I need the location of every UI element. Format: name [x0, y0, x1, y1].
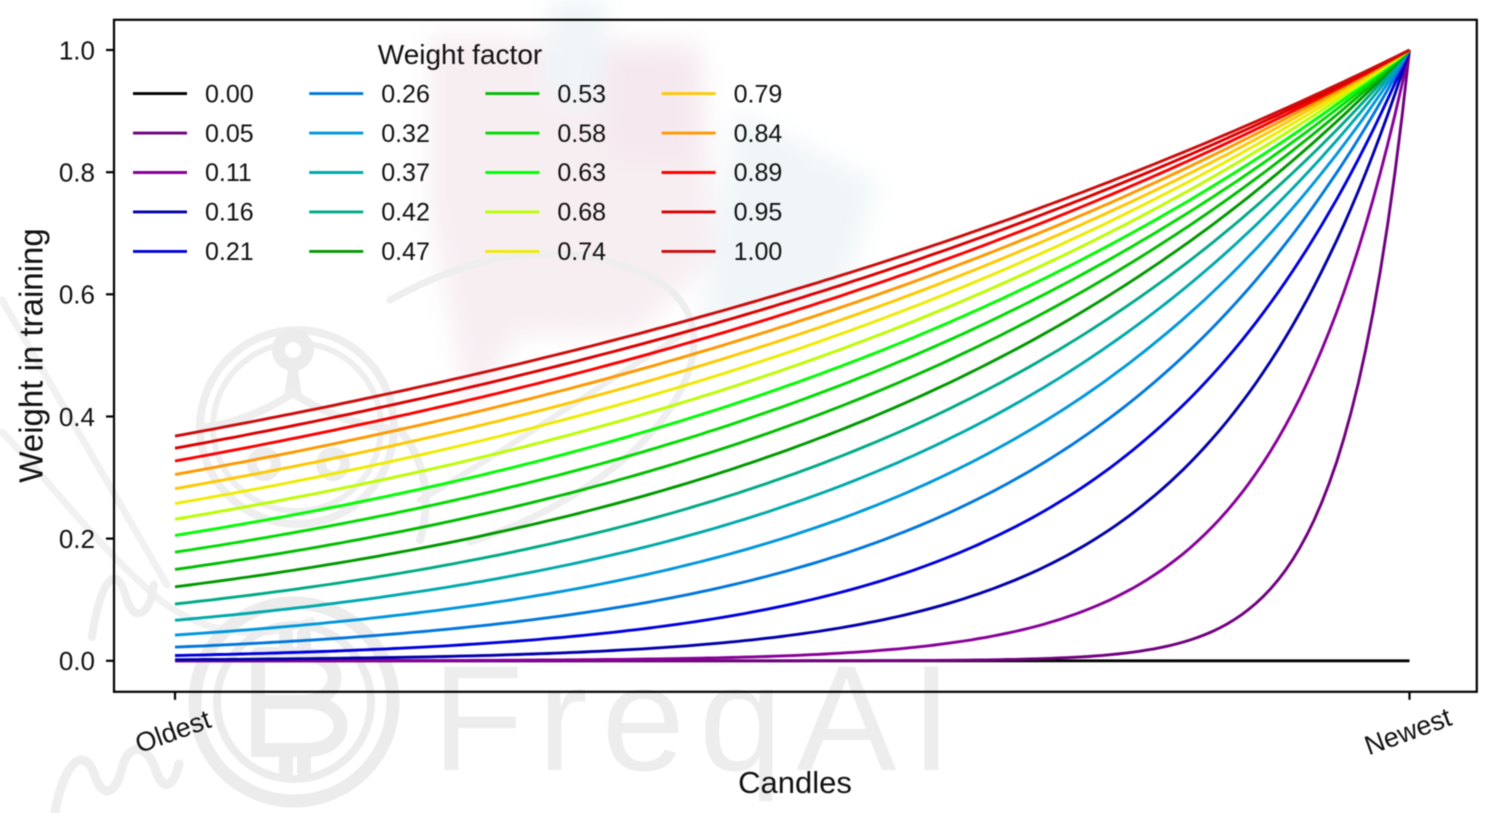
- svg-text:0.8: 0.8: [59, 158, 95, 188]
- svg-text:0.4: 0.4: [59, 402, 95, 432]
- svg-text:0.2: 0.2: [59, 524, 95, 554]
- svg-text:0.42: 0.42: [381, 199, 430, 227]
- svg-text:0.84: 0.84: [734, 120, 783, 148]
- svg-text:0.89: 0.89: [734, 159, 783, 187]
- svg-text:1.00: 1.00: [734, 238, 783, 266]
- svg-text:Weight in training: Weight in training: [13, 228, 50, 482]
- svg-text:0.21: 0.21: [205, 238, 254, 266]
- svg-text:0.63: 0.63: [557, 159, 606, 187]
- svg-text:0.0: 0.0: [59, 646, 95, 676]
- svg-text:0.32: 0.32: [381, 120, 430, 148]
- svg-text:Candles: Candles: [738, 765, 852, 800]
- svg-text:0.95: 0.95: [734, 199, 783, 227]
- svg-text:0.05: 0.05: [205, 120, 254, 148]
- svg-text:0.47: 0.47: [381, 238, 430, 266]
- svg-text:0.11: 0.11: [205, 159, 252, 187]
- svg-text:0.74: 0.74: [557, 238, 606, 266]
- svg-text:1.0: 1.0: [59, 35, 95, 65]
- svg-text:0.37: 0.37: [381, 159, 430, 187]
- svg-text:0.53: 0.53: [557, 80, 606, 108]
- svg-text:0.68: 0.68: [557, 199, 606, 227]
- svg-text:0.6: 0.6: [59, 280, 95, 310]
- svg-text:Weight factor: Weight factor: [378, 39, 542, 70]
- svg-text:0.00: 0.00: [205, 80, 254, 108]
- svg-text:0.58: 0.58: [557, 120, 606, 148]
- svg-text:0.26: 0.26: [381, 80, 430, 108]
- svg-text:0.16: 0.16: [205, 199, 254, 227]
- svg-text:0.79: 0.79: [734, 80, 783, 108]
